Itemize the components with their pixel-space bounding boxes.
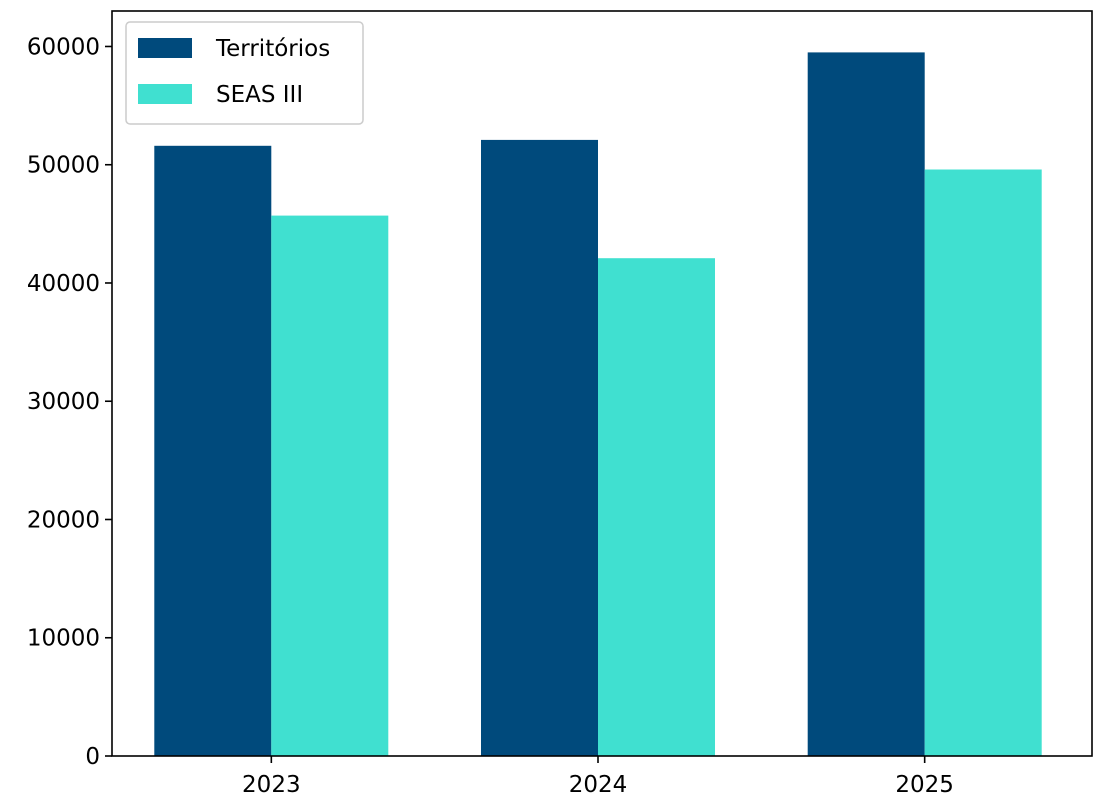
- bar-territ-rios-2025: [807, 52, 925, 756]
- y-tick-label: 10000: [27, 626, 100, 652]
- legend-swatch-territorios: [138, 38, 192, 58]
- bar-seas-iii-2023: [271, 215, 389, 757]
- y-tick-label: 40000: [27, 271, 100, 297]
- legend: Territórios SEAS III: [125, 21, 364, 125]
- bar-seas-iii-2025: [924, 169, 1042, 756]
- y-axis: 0 10000 20000 30000 40000 50000 60000: [27, 34, 112, 770]
- legend-label-seas-iii: SEAS III: [216, 82, 303, 108]
- y-tick-label: 50000: [27, 153, 100, 179]
- y-tick-label: 30000: [27, 389, 100, 415]
- legend-swatch-seas-iii: [138, 84, 192, 104]
- x-tick-label: 2023: [242, 772, 301, 798]
- bar-seas-iii-2024: [598, 258, 715, 756]
- x-tick-label: 2025: [895, 772, 954, 798]
- legend-label-territorios: Territórios: [215, 36, 330, 62]
- plot-frame: [111, 10, 1093, 757]
- bar-territ-rios-2024: [481, 139, 598, 756]
- y-tick-label: 0: [85, 744, 100, 770]
- x-axis: 2023 2024 2025: [242, 756, 954, 798]
- y-tick-label: 60000: [27, 34, 100, 60]
- y-tick-label: 20000: [27, 507, 100, 533]
- bar-territ-rios-2023: [154, 145, 272, 757]
- x-tick-label: 2024: [569, 772, 628, 798]
- bars-group: [154, 52, 1042, 757]
